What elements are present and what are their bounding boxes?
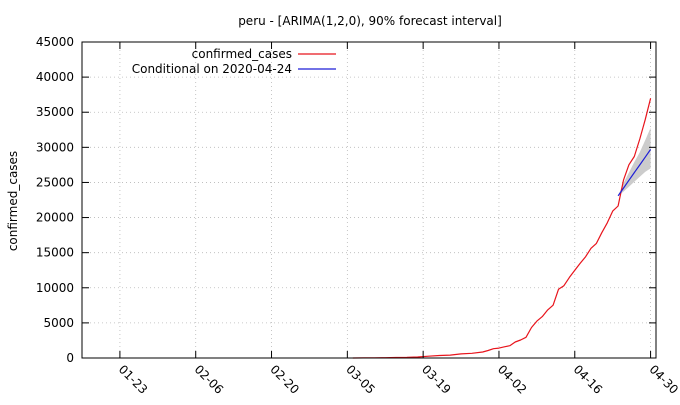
x-tick-label: 02-20 (267, 362, 302, 397)
legend: confirmed_cases Conditional on 2020-04-2… (132, 47, 336, 76)
y-axis-label: confirmed_cases (6, 151, 20, 251)
y-tick-label: 5000 (43, 316, 74, 330)
chart-title: peru - [ARIMA(1,2,0), 90% forecast inter… (238, 14, 502, 28)
y-tick-label: 45000 (36, 35, 74, 49)
x-tick-label: 03-05 (343, 362, 378, 397)
x-tick-label: 04-16 (571, 362, 606, 397)
grid-lines (82, 42, 656, 358)
y-tick-label: 40000 (36, 70, 74, 84)
y-tick-label: 0 (66, 351, 74, 365)
x-tick-label: 03-19 (419, 362, 454, 397)
y-tick-label: 20000 (36, 211, 74, 225)
y-tick-label: 10000 (36, 281, 74, 295)
forecast-band-layer (618, 127, 651, 196)
y-tick-label: 15000 (36, 246, 74, 260)
y-tick-label: 25000 (36, 175, 74, 189)
series-line-confirmed-cases (352, 98, 652, 359)
y-tick-label: 35000 (36, 105, 74, 119)
x-tick-label: 04-30 (646, 362, 680, 397)
x-tick-label: 02-06 (192, 362, 227, 397)
x-tick-label: 01-23 (116, 362, 151, 397)
x-tick-label: 04-02 (495, 362, 530, 397)
y-tick-label: 30000 (36, 140, 74, 154)
x-axis-ticks: 01-23 02-06 02-20 03-05 03-19 04-02 04-16 04-30 (116, 42, 680, 397)
series-layer (352, 98, 652, 359)
legend-label-confirmed-cases: confirmed_cases (192, 47, 292, 61)
series-line-conditional-forecast (617, 149, 652, 197)
legend-label-conditional: Conditional on 2020-04-24 (132, 62, 292, 76)
plot-frame (81, 41, 657, 359)
y-axis-ticks: 0 5000 10000 15000 20000 25000 30000 35000 40000… (36, 35, 656, 365)
forecast-interval-band (618, 127, 651, 196)
